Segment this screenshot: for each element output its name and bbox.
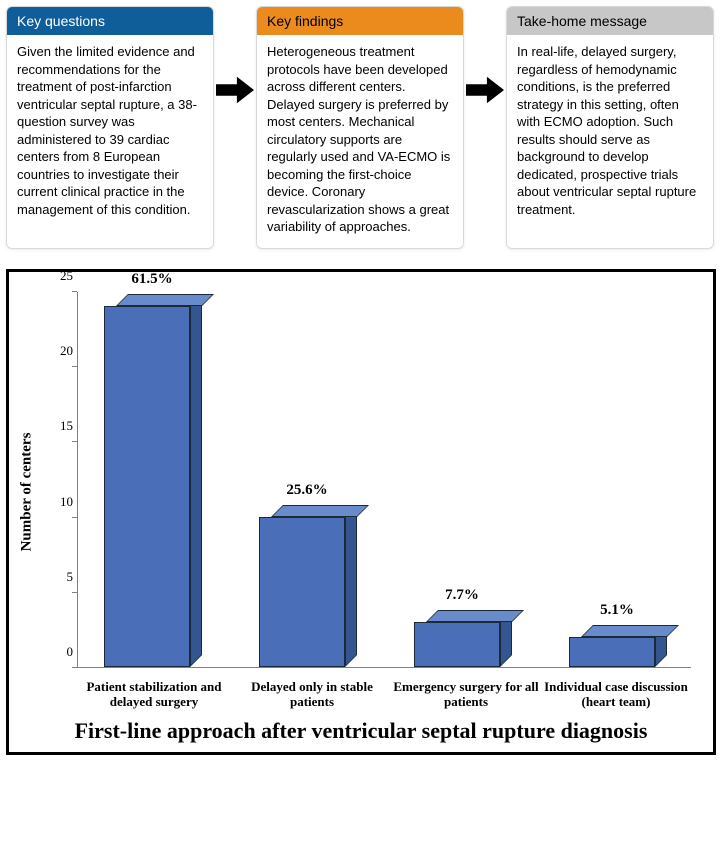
card-body: Heterogeneous treatment protocols have b… xyxy=(257,35,463,248)
chart-caption: First-line approach after ventricular se… xyxy=(9,712,713,752)
arrow-icon xyxy=(214,6,256,249)
arrow-icon xyxy=(464,6,506,249)
summary-card: Key questionsGiven the limited evidence … xyxy=(6,6,214,249)
y-tick-label: 0 xyxy=(49,644,73,660)
y-tick-mark xyxy=(72,441,77,442)
summary-card: Key findingsHeterogeneous treatment prot… xyxy=(256,6,464,249)
summary-card: Take-home messageIn real-life, delayed s… xyxy=(506,6,714,249)
y-tick-mark xyxy=(72,667,77,668)
card-header: Key findings xyxy=(257,7,463,35)
y-tick-mark xyxy=(72,366,77,367)
x-axis xyxy=(77,667,691,668)
bar-value-label: 61.5% xyxy=(75,271,229,288)
summary-cards-row: Key questionsGiven the limited evidence … xyxy=(6,6,716,249)
bar-front xyxy=(259,517,345,667)
y-tick-mark xyxy=(72,517,77,518)
category-label: Individual case discussion (heart team) xyxy=(541,680,691,710)
bar-side xyxy=(345,505,357,667)
y-tick-label: 25 xyxy=(49,268,73,284)
bar-top xyxy=(581,625,679,637)
y-tick-label: 15 xyxy=(49,418,73,434)
card-header: Key questions xyxy=(7,7,213,35)
y-tick-mark xyxy=(72,592,77,593)
bar-top xyxy=(271,505,369,517)
category-label: Patient stabilization and delayed surger… xyxy=(79,680,229,710)
bar-value-label: 5.1% xyxy=(540,602,694,619)
y-tick-label: 20 xyxy=(49,343,73,359)
bar-front xyxy=(104,306,190,667)
bar-chart-area: Number of centers 051015202561.5%Patient… xyxy=(9,272,713,712)
chart-panel: Number of centers 0 5 10 15 20 2561.5% Patient… xyxy=(6,269,716,755)
card-body: In real-life, delayed surgery, regardles… xyxy=(507,35,713,230)
y-tick-mark xyxy=(72,291,77,292)
card-header: Take-home message xyxy=(507,7,713,35)
y-axis xyxy=(77,292,78,668)
bar-top xyxy=(426,610,524,622)
category-label: Emergency surgery for all patients xyxy=(391,680,541,710)
y-tick-label: 10 xyxy=(49,494,73,510)
y-tick-label: 5 xyxy=(49,569,73,585)
bar-top xyxy=(116,294,214,306)
bar-side xyxy=(190,294,202,667)
bar-front xyxy=(414,622,500,667)
bar-value-label: 7.7% xyxy=(385,587,539,604)
category-label: Delayed only in stable patients xyxy=(237,680,387,710)
y-axis-label: Number of centers xyxy=(18,433,35,552)
bar-value-label: 25.6% xyxy=(230,482,384,499)
card-body: Given the limited evidence and recommend… xyxy=(7,35,213,230)
bar-front xyxy=(569,637,655,667)
